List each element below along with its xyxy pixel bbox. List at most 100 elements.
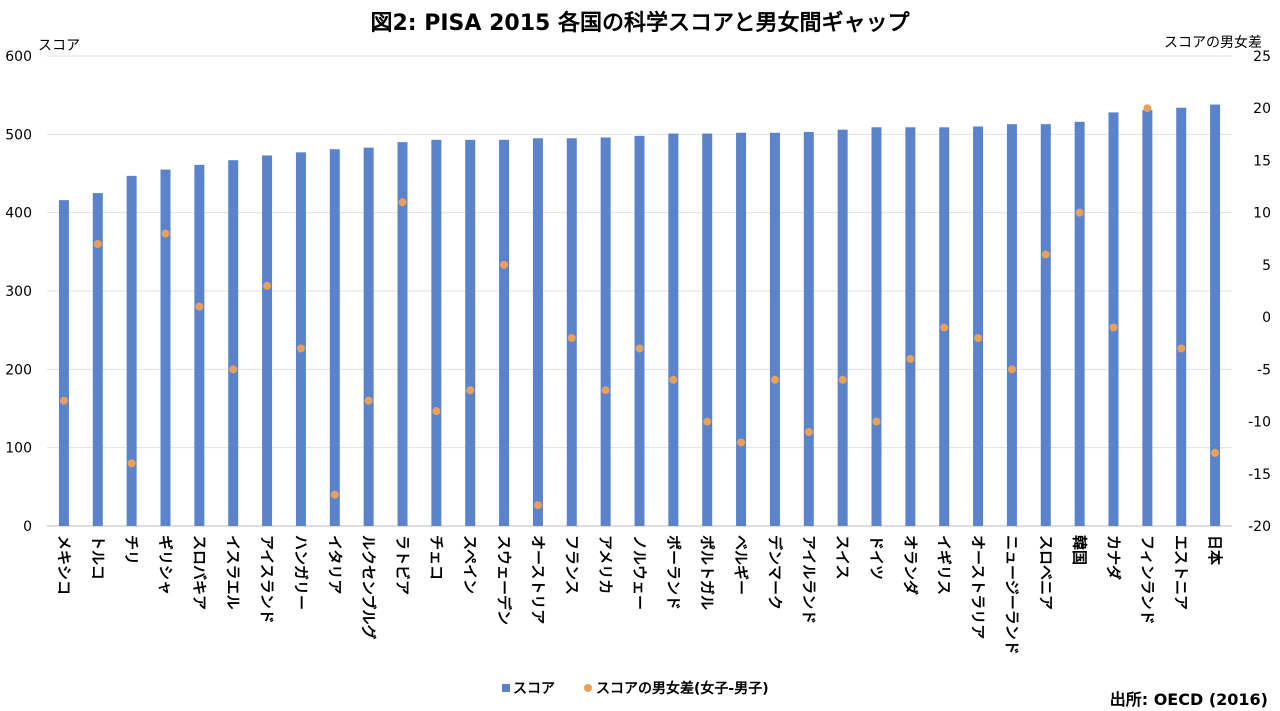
gap-point xyxy=(263,281,272,290)
gap-point xyxy=(770,375,779,384)
gap-point xyxy=(59,396,68,405)
bar xyxy=(1074,121,1085,527)
bar xyxy=(702,133,713,527)
gap-point xyxy=(974,334,983,342)
dot-series xyxy=(59,104,1220,510)
bar xyxy=(973,126,984,526)
category-label: オーストリア xyxy=(529,535,547,624)
y2-tick-label: -20 xyxy=(1248,519,1271,535)
legend-dot-label: スコアの男女差(女子-男子) xyxy=(596,680,769,697)
legend-bar-label: スコア xyxy=(513,681,555,697)
bar xyxy=(92,193,103,527)
bar xyxy=(1142,110,1153,527)
y-axis-label: スコア xyxy=(38,38,80,54)
y2-axis-label: スコアの男女差 xyxy=(1164,34,1262,51)
chart-title: 図2: PISA 2015 各国の科学スコアと男女間ギャップ xyxy=(370,10,910,36)
y-tick-label: 400 xyxy=(5,206,32,222)
bar xyxy=(1006,124,1017,527)
y-tick-label: 200 xyxy=(5,362,32,378)
bar xyxy=(160,169,171,527)
gap-point xyxy=(601,386,610,395)
gap-point xyxy=(500,260,509,269)
category-label: カナダ xyxy=(1105,535,1123,580)
gap-point xyxy=(1143,104,1152,113)
gap-point xyxy=(1177,344,1186,353)
y-tick-label: 0 xyxy=(23,519,32,535)
bar xyxy=(566,138,577,526)
gap-point xyxy=(1211,448,1220,457)
bar xyxy=(1176,107,1187,526)
category-label: アイルランド xyxy=(800,535,818,624)
gap-point xyxy=(669,375,678,384)
gap-point xyxy=(1041,250,1050,259)
gap-point xyxy=(398,198,407,207)
bar xyxy=(1210,104,1221,527)
y-tick-label: 500 xyxy=(5,127,32,143)
y2-tick-label: 0 xyxy=(1262,310,1271,326)
category-label: ポルトガル xyxy=(698,535,716,610)
gap-point xyxy=(1075,208,1084,217)
bar xyxy=(499,139,510,527)
gap-point xyxy=(940,323,949,332)
category-label: トルコ xyxy=(89,535,107,580)
bar xyxy=(329,149,340,526)
bar xyxy=(736,132,747,526)
y2-tick-label: 25 xyxy=(1253,49,1271,65)
bar xyxy=(58,200,69,526)
bar xyxy=(228,160,239,526)
bar xyxy=(837,129,848,526)
y2-axis-ticks: -20 -15 -10 -5 0 5 10 15 20 25 xyxy=(1248,49,1271,535)
category-label: メキシコ xyxy=(55,535,73,595)
y2-tick-label: -10 xyxy=(1248,415,1271,431)
gap-point xyxy=(296,344,305,353)
bar xyxy=(532,138,543,526)
category-label: 韓国 xyxy=(1071,535,1089,565)
bar xyxy=(905,127,916,527)
gap-point xyxy=(1007,365,1016,374)
y-tick-label: 300 xyxy=(5,284,32,300)
bar xyxy=(431,139,442,527)
gap-point xyxy=(229,365,238,374)
gap-point xyxy=(161,229,170,238)
bar xyxy=(668,133,679,527)
gap-point xyxy=(804,428,813,436)
gap-point xyxy=(330,490,339,499)
gap-point xyxy=(703,417,712,426)
category-label: チェコ xyxy=(427,535,445,580)
y2-tick-label: -5 xyxy=(1257,362,1271,378)
category-label: ポーランド xyxy=(664,535,682,610)
bar xyxy=(600,137,611,526)
gap-point xyxy=(93,240,102,248)
category-label: ハンガリー xyxy=(292,535,310,610)
gap-point xyxy=(466,386,475,395)
category-label: 日本 xyxy=(1206,535,1224,565)
category-label: アメリカ xyxy=(597,535,615,594)
category-label: アイスランド xyxy=(258,535,276,624)
bar xyxy=(803,131,814,526)
category-labels: メキシコ トルコ チリ ギリシャ スロバキア イスラエル アイスランド ハンガリー イタリア ルク… xyxy=(55,535,1224,655)
gap-point xyxy=(737,438,746,447)
category-label: エストニア xyxy=(1172,535,1190,610)
gap-point xyxy=(567,334,576,342)
category-label: デンマーク xyxy=(766,535,784,610)
bar xyxy=(465,139,476,527)
bar xyxy=(262,155,273,526)
legend: スコア スコアの男女差(女子-男子) xyxy=(502,680,769,697)
category-label: ギリシャ xyxy=(157,535,175,595)
gap-point xyxy=(432,407,441,416)
legend-bar-swatch xyxy=(502,684,510,692)
source-note: 出所: OECD (2016) xyxy=(1110,690,1268,709)
bar-series xyxy=(58,104,1221,527)
gap-point xyxy=(906,354,915,363)
bar xyxy=(769,132,780,526)
category-label: イギリス xyxy=(935,535,953,595)
y2-tick-label: 10 xyxy=(1253,206,1271,222)
gap-point xyxy=(1109,323,1118,332)
category-label: チリ xyxy=(123,535,141,565)
bar xyxy=(871,127,882,527)
category-label: スロバキア xyxy=(190,535,208,610)
y2-tick-label: 15 xyxy=(1253,153,1271,169)
gap-point xyxy=(872,417,881,426)
category-label: オーストラリア xyxy=(969,535,987,639)
